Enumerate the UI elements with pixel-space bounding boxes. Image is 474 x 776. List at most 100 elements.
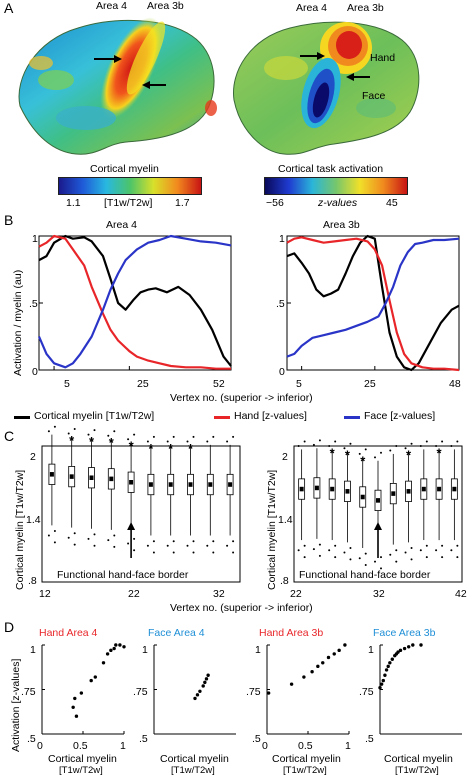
outlier-point (73, 532, 76, 535)
outlier-point (47, 534, 50, 537)
outlier-point (349, 442, 352, 445)
outlier-point (380, 451, 382, 454)
c-left-xtick-1: 12 (39, 588, 51, 600)
scatter-point (343, 643, 347, 647)
outlier-point (419, 549, 422, 552)
panel-c-label: C (4, 428, 15, 444)
brain-right-area4-label: Area 4 (296, 2, 327, 14)
box-median (49, 472, 54, 477)
outlier-point (172, 540, 175, 543)
outlier-point (192, 551, 195, 554)
outlier-point (107, 539, 110, 542)
outlier-point (395, 445, 398, 447)
outlier-point (364, 448, 367, 451)
brain-right-hand-label: Hand (370, 52, 396, 64)
b-right-xtick-2: 25 (364, 378, 376, 390)
outlier-point (343, 551, 346, 554)
scatter-point (326, 655, 331, 660)
panel-d-plot-3 (266, 643, 350, 735)
panel-d-ylabel: Activation [z-values] (10, 658, 22, 752)
c-left-ytick-3: .8 (28, 575, 37, 587)
significance-star: * (345, 448, 351, 463)
scatter-point (386, 664, 390, 669)
outlier-point (87, 537, 90, 540)
plot-frame (286, 235, 460, 371)
hand-line (286, 236, 460, 372)
d3-title: Hand Area 3b (259, 627, 323, 639)
outlier-point (410, 558, 413, 561)
plot-frame (293, 445, 463, 583)
d3-ytick-3: .5 (252, 733, 261, 745)
scatter-point (396, 650, 400, 654)
panel-c-right-plot: * * * * * (293, 439, 463, 583)
outlier-point (53, 530, 56, 532)
outlier-point (127, 542, 130, 545)
d2-ytick-1: 1 (142, 644, 148, 656)
box-median (314, 485, 319, 491)
colorbar-left-unit: [T1w/T2w] (104, 197, 153, 209)
scatter-point (204, 677, 209, 681)
panel-c-left-plot: * * * * * * * (41, 425, 241, 583)
d1-xtick-2: 0.5 (73, 740, 88, 752)
box-median (89, 475, 94, 480)
scatter-point (310, 670, 314, 674)
c-left-ytick-1: 2 (30, 451, 36, 463)
outlier-point (172, 551, 175, 554)
myelin-line (38, 234, 232, 367)
legend-label-myelin: Cortical myelin [T1w/T2w] (34, 410, 155, 422)
b-left-xtick-2: 25 (137, 378, 149, 390)
d3-ytick-2: .75 (246, 686, 261, 698)
scatter-point (201, 684, 205, 688)
legend-label-hand: Hand [z-values] (234, 410, 307, 422)
outlier-point (364, 564, 367, 566)
panel-b-right-plot (286, 234, 460, 372)
outlier-point (380, 567, 382, 570)
outlier-point (212, 551, 215, 554)
b-left-ytick-3: 0 (32, 366, 38, 378)
outlier-point (410, 547, 413, 549)
d3-title-a: Hand (259, 627, 285, 639)
d2-title: Face Area 4 (148, 627, 205, 639)
outlier-point (166, 544, 169, 547)
outlier-point (334, 544, 337, 547)
box-median (330, 486, 335, 492)
outlier-point (73, 543, 76, 546)
d3-ytick-1: 1 (255, 644, 261, 656)
outlier-point (113, 545, 116, 548)
colorbar-activation (264, 177, 408, 195)
outlier-point (395, 560, 398, 563)
outlier-point (192, 435, 195, 438)
outlier-point (67, 432, 70, 435)
outlier-point (232, 551, 235, 554)
brain-activation-map (233, 21, 420, 155)
scatter-point (316, 664, 320, 669)
scatter-point (203, 680, 207, 685)
outlier-point (303, 440, 306, 443)
outlier-point (425, 440, 428, 443)
significance-star: * (109, 435, 115, 450)
outlier-point (389, 449, 392, 452)
brain-myelin-map (18, 17, 217, 155)
scatter-point (93, 675, 97, 679)
d1-xlabel-1: Cortical myelin (48, 753, 117, 765)
scatter-point (419, 643, 423, 647)
scatter-point (73, 696, 77, 701)
outlier-point (328, 445, 331, 447)
colorbar-right-title: Cortical task activation (278, 163, 384, 175)
face-line (37, 234, 232, 369)
d1-title-a: Hand (39, 627, 65, 639)
outlier-point (212, 540, 215, 543)
outlier-point (87, 433, 90, 436)
outlier-point (410, 442, 413, 445)
box-median (299, 486, 304, 492)
outlier-point (456, 556, 459, 559)
scatter-point (122, 645, 126, 649)
scatter-point (411, 643, 415, 647)
outlier-point (226, 440, 229, 443)
box-median (228, 482, 233, 487)
outlier-point (93, 429, 96, 432)
panel-d-plot-4 (378, 643, 462, 735)
d3-xlabel-1: Cortical myelin (272, 753, 341, 765)
brain-left-area4-label: Area 4 (96, 0, 127, 12)
scatter-point (383, 673, 387, 677)
